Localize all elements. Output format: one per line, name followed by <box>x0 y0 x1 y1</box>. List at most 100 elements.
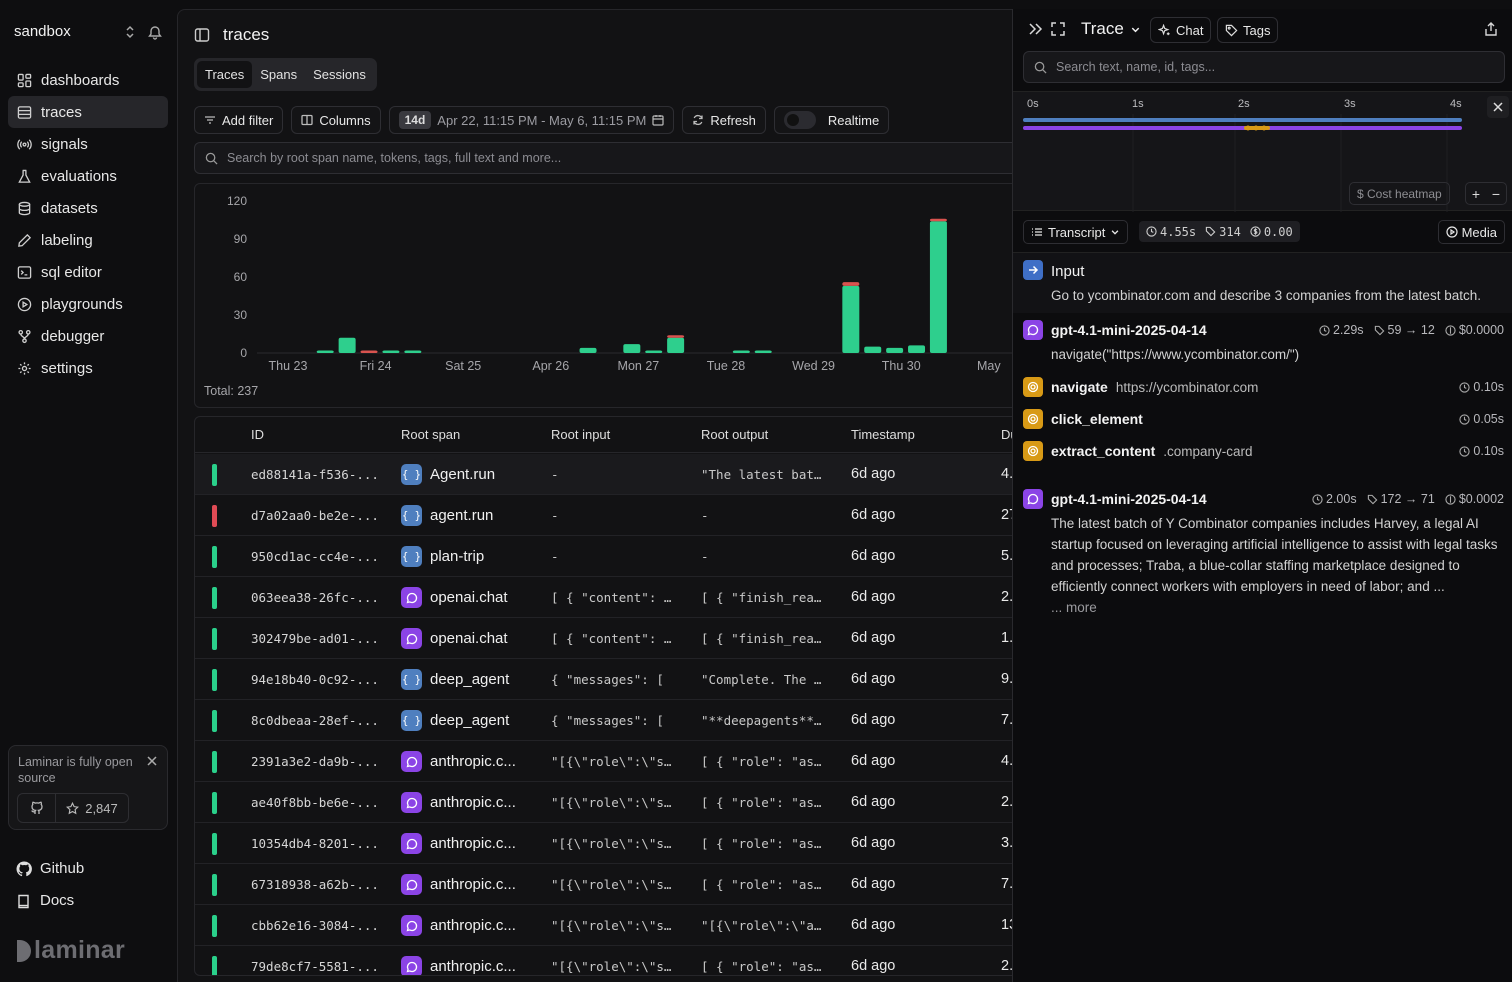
chart-bar[interactable] <box>929 218 947 222</box>
timestamp: 6d ago <box>851 835 896 851</box>
table-row[interactable]: d7a02aa0-be2e-... { } agent.run - - 6d ago 27 <box>195 495 1013 536</box>
workspace-switcher-icon[interactable] <box>122 24 138 40</box>
table-row[interactable]: 302479be-ad01-... openai.chat [ { "content… <box>195 618 1013 659</box>
play-circle-icon <box>17 297 32 311</box>
timeline-tick: 1s <box>1132 98 1144 110</box>
transcript-view-select[interactable]: Transcript <box>1023 220 1129 244</box>
columns-button[interactable]: Columns <box>291 106 381 134</box>
show-more-link[interactable]: ... more <box>1051 600 1097 615</box>
column-header-duration[interactable]: Du <box>1001 427 1013 442</box>
close-icon[interactable] <box>146 755 158 767</box>
column-header-root-output[interactable]: Root output <box>701 427 769 442</box>
chart-bar[interactable] <box>579 347 597 353</box>
table-row[interactable]: cbb62e16-3084-... anthropic.c... "[{\"role… <box>195 905 1013 946</box>
clock-icon <box>1312 493 1323 505</box>
github-link[interactable]: Github <box>16 860 166 877</box>
chat-button[interactable]: Chat <box>1150 17 1212 43</box>
zoom-in-icon[interactable]: + <box>1471 185 1481 202</box>
chart-bar[interactable] <box>645 350 663 353</box>
share-icon[interactable] <box>1483 21 1499 37</box>
trace-search-input[interactable] <box>227 151 927 165</box>
sidebar-item-debugger[interactable]: debugger <box>8 320 168 352</box>
column-header-id[interactable]: ID <box>251 427 264 442</box>
sidebar-item-signals[interactable]: signals <box>8 128 168 160</box>
sidebar-item-labeling[interactable]: labeling <box>8 224 168 256</box>
root-span-cell: { } plan-trip <box>401 546 484 567</box>
chart-bar[interactable] <box>864 346 882 353</box>
date-range-picker[interactable]: 14d Apr 22, 11:15 PM - May 6, 11:15 PM <box>388 106 675 134</box>
sidebar-toggle-icon[interactable] <box>194 27 210 43</box>
sidebar-item-dashboards[interactable]: dashboards <box>8 64 168 96</box>
table-row[interactable]: 2391a3e2-da9b-... anthropic.c... "[{\"role… <box>195 741 1013 782</box>
sidebar-item-traces[interactable]: traces <box>8 96 168 128</box>
chart-bar[interactable] <box>360 350 378 353</box>
add-filter-button[interactable]: Add filter <box>194 106 284 134</box>
docs-link[interactable]: Docs <box>16 892 166 909</box>
tool-span-extract-content[interactable]: extract_content .company-card <box>1051 443 1253 459</box>
sidebar-item-sql-editor[interactable]: sql editor <box>8 256 168 288</box>
column-header-root-input[interactable]: Root input <box>551 427 611 442</box>
realtime-toggle[interactable]: Realtime <box>773 106 890 134</box>
sidebar-item-datasets[interactable]: datasets <box>8 192 168 224</box>
sidebar-item-playgrounds[interactable]: playgrounds <box>8 288 168 320</box>
tags-button[interactable]: Tags <box>1217 17 1279 43</box>
transcript-input[interactable]: Input Go to ycombinator.com and describe… <box>1013 253 1512 313</box>
tab-sessions[interactable]: Sessions <box>313 67 366 82</box>
chart-bar[interactable] <box>842 285 860 353</box>
span-search-input[interactable] <box>1056 60 1476 74</box>
workspace-name[interactable]: sandbox <box>14 23 71 40</box>
root-output: "[{\"role\":\"a… <box>701 918 822 933</box>
tab-traces[interactable]: Traces <box>197 61 253 88</box>
tool-time: 0.10s <box>1473 380 1504 394</box>
close-timeline-button[interactable] <box>1487 96 1509 118</box>
tool-span-click-element[interactable]: click_element <box>1051 411 1143 427</box>
llm-span-model[interactable]: gpt-4.1-mini-2025-04-14 <box>1051 491 1207 507</box>
duration: 1. <box>1001 630 1013 646</box>
sidebar-item-evaluations[interactable]: evaluations <box>8 160 168 192</box>
divider <box>1013 252 1512 253</box>
chart-bar[interactable] <box>382 350 400 353</box>
chart-bar[interactable] <box>316 350 334 353</box>
llm-span-bar[interactable] <box>1023 126 1462 130</box>
chart-bar[interactable] <box>754 350 772 353</box>
collapse-panel-icon[interactable] <box>1027 21 1043 37</box>
realtime-switch[interactable] <box>783 111 816 129</box>
trace-view-dropdown[interactable]: Trace <box>1081 19 1141 39</box>
chart-bar[interactable] <box>908 345 926 353</box>
table-row[interactable]: 94e18b40-0c92-... { } deep_agent { "message… <box>195 659 1013 700</box>
chart-bar[interactable] <box>667 335 685 338</box>
sidebar-item-settings[interactable]: settings <box>8 352 168 384</box>
github-button[interactable] <box>18 794 56 822</box>
column-header-root-span[interactable]: Root span <box>401 427 461 442</box>
table-row[interactable]: ae40f8bb-be6e-... anthropic.c... "[{\"role… <box>195 782 1013 823</box>
zoom-out-icon[interactable]: − <box>1491 185 1501 202</box>
llm-span-model[interactable]: gpt-4.1-mini-2025-04-14 <box>1051 322 1207 338</box>
table-row[interactable]: ed88141a-f536-... { } Agent.run - "The lates… <box>195 454 1013 495</box>
tool-span-navigate[interactable]: navigate https://ycombinator.com <box>1051 379 1258 395</box>
cost-heatmap-button[interactable]: $ Cost heatmap <box>1349 182 1450 205</box>
table-row[interactable]: 063eea38-26fc-... openai.chat [ { "content… <box>195 577 1013 618</box>
duration: 4. <box>1001 466 1013 482</box>
table-row[interactable]: 67318938-a62b-... anthropic.c... "[{\"role… <box>195 864 1013 905</box>
chart-bar[interactable] <box>667 337 685 353</box>
chart-bar[interactable] <box>623 344 641 353</box>
table-row[interactable]: 950cd1ac-cc4e-... { } plan-trip - - 6d ago 5. <box>195 536 1013 577</box>
chart-bar[interactable] <box>404 350 422 353</box>
table-row[interactable]: 79de8cf7-5581-... anthropic.c... "[{\"role… <box>195 946 1013 975</box>
star-button[interactable]: 2,847 <box>56 794 128 822</box>
chart-bar[interactable] <box>732 350 750 353</box>
refresh-button[interactable]: Refresh <box>682 106 766 134</box>
table-row[interactable]: 8c0dbeaa-28ef-... { } deep_agent { "message… <box>195 700 1013 741</box>
tab-spans[interactable]: Spans <box>260 67 298 82</box>
chart-bar[interactable] <box>886 347 904 353</box>
chart-bar[interactable] <box>338 337 356 353</box>
chart-bar[interactable] <box>929 221 947 353</box>
column-header-timestamp[interactable]: Timestamp <box>851 427 915 442</box>
chart-bar[interactable] <box>842 282 860 286</box>
bell-icon[interactable] <box>147 24 163 40</box>
table-row[interactable]: 10354db4-8201-... anthropic.c... "[{\"role… <box>195 823 1013 864</box>
fullscreen-icon[interactable] <box>1050 21 1066 37</box>
media-button[interactable]: Media <box>1437 220 1505 244</box>
root-span-bar[interactable] <box>1023 118 1462 122</box>
root-input: "[{\"role\":\"s… <box>551 959 672 974</box>
